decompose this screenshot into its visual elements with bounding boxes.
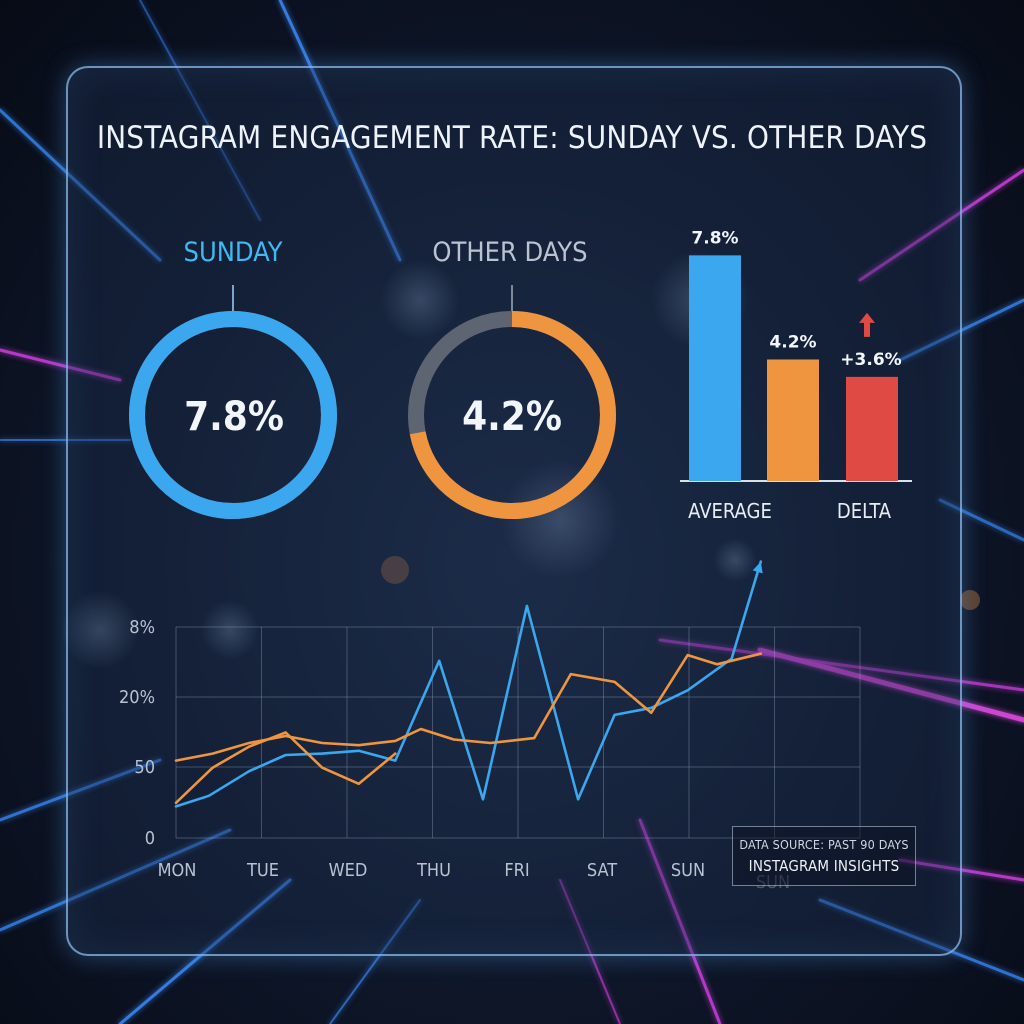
bar-label-2: 4.2% xyxy=(769,332,816,352)
data-source-period: DATA SOURCE: PAST 90 DAYS xyxy=(739,837,909,852)
line-chart: 0 50 20% 8% MON TUE WED THU FRI SAT SUN SUN xyxy=(119,560,861,893)
sunday-ring-value: 7.8% xyxy=(184,394,284,440)
sunday-ring-arc xyxy=(129,311,337,519)
y-tick-label: 20% xyxy=(119,687,155,708)
delta-arrow-icon xyxy=(859,312,875,337)
other-days-ring-label: OTHER DAYS xyxy=(432,237,588,268)
y-tick-label: 0 xyxy=(145,828,155,849)
sunday-ring-label: SUNDAY xyxy=(183,237,283,268)
bar-label-3: +3.6% xyxy=(840,350,901,370)
bar-3 xyxy=(846,376,898,481)
page-title: INSTAGRAM ENGAGEMENT RATE: SUNDAY VS. OT… xyxy=(96,120,928,156)
bar-category-delta: DELTA xyxy=(837,499,892,523)
trend-arrow-icon xyxy=(752,561,763,574)
x-tick-label: TUE xyxy=(246,860,279,881)
x-tick-label: SAT xyxy=(587,860,617,881)
bar-label-1: 7.8% xyxy=(691,228,738,248)
other-days-ring-value: 4.2% xyxy=(462,394,562,440)
data-source-name: INSTAGRAM INSIGHTS xyxy=(748,857,900,875)
line-series-1 xyxy=(174,560,763,808)
x-tick-label: FRI xyxy=(504,860,529,881)
x-tick-label: WED xyxy=(329,860,368,881)
x-tick-label: SUN xyxy=(671,860,705,881)
bar-chart: 7.8% 4.2% +3.6% AVERAGE DELTA xyxy=(680,228,912,523)
bar-2 xyxy=(767,359,819,481)
line-series-2 xyxy=(174,652,763,762)
y-tick-label: 50 xyxy=(134,757,155,778)
x-tick-label-faded: SUN xyxy=(756,872,790,893)
line-series-3 xyxy=(174,731,397,805)
y-tick-label: 8% xyxy=(129,617,155,638)
bar-1 xyxy=(689,255,741,481)
x-tick-label: THU xyxy=(416,860,451,881)
data-source-box: DATA SOURCE: PAST 90 DAYS INSTAGRAM INSI… xyxy=(732,826,916,886)
bar-category-average: AVERAGE xyxy=(688,499,772,523)
x-tick-label: MON xyxy=(158,860,197,881)
other-days-ring-arc xyxy=(408,311,616,519)
